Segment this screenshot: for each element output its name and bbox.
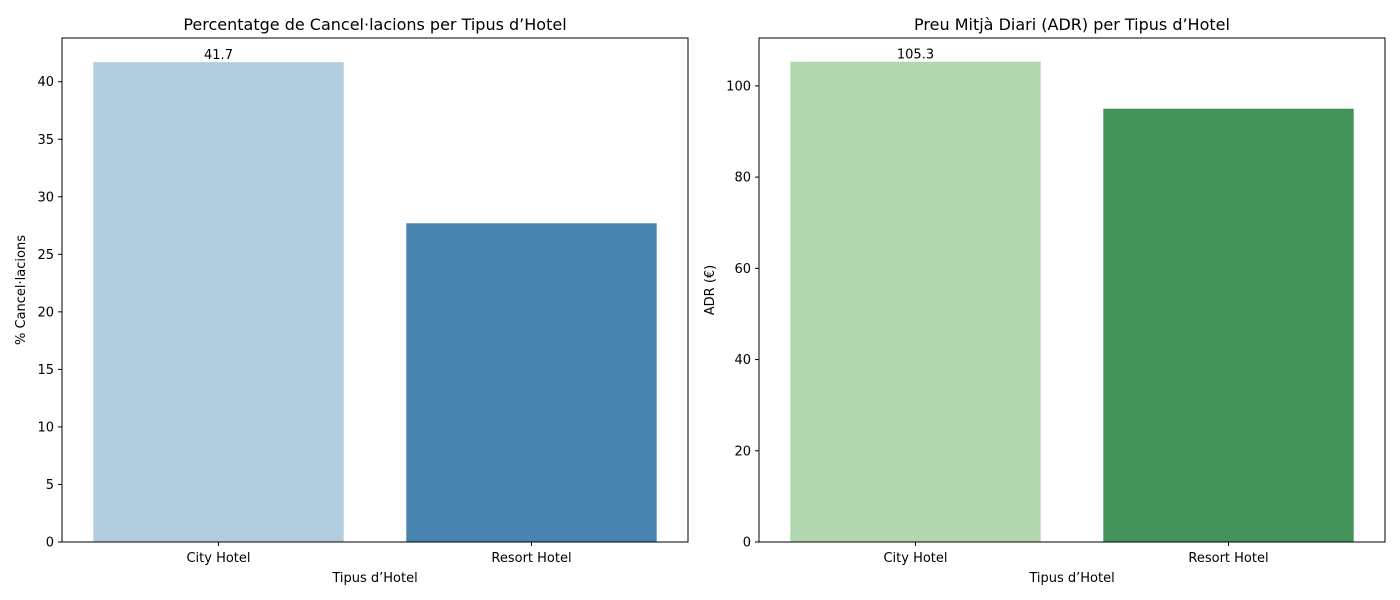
y-tick-label: 20	[734, 444, 751, 459]
data-label: 105.3	[897, 48, 934, 63]
y-tick-label: 100	[726, 79, 751, 94]
y-tick-label: 35	[37, 133, 54, 148]
bar	[93, 62, 344, 543]
y-tick-label: 25	[37, 248, 54, 263]
bar	[1103, 108, 1354, 542]
x-axis-label: Tipus d’Hotel	[331, 571, 417, 586]
y-tick-label: 0	[743, 536, 751, 551]
chart-panel-adr: Preu Mitjà Diari (ADR) per Tipus d’Hotel…	[703, 15, 1386, 586]
y-tick-label: 60	[734, 262, 751, 277]
chart-title: Percentatge de Cancel·lacions per Tipus …	[183, 15, 566, 34]
x-tick-label: Resort Hotel	[1188, 551, 1268, 566]
y-tick-label: 20	[37, 305, 54, 320]
y-tick-label: 5	[46, 478, 54, 493]
y-tick-label: 80	[734, 171, 751, 186]
plot-area: 41.7 City Hotel Resort Hotel 0 5 10 15 20 25 30 35…	[37, 37, 689, 566]
data-label: 41.7	[204, 48, 233, 63]
chart-panel-cancellations: Percentatge de Cancel·lacions per Tipus …	[14, 15, 689, 586]
y-tick-label: 0	[46, 536, 54, 551]
x-tick-label: Resort Hotel	[491, 551, 571, 566]
axes-frame	[61, 37, 689, 543]
bar	[790, 61, 1041, 542]
plot-area: 105.3 City Hotel Resort Hotel 0 20 40 60 80 100	[726, 37, 1386, 566]
x-axis-label: Tipus d’Hotel	[1028, 571, 1114, 586]
axes-frame	[758, 37, 1386, 543]
x-tick-label: City Hotel	[186, 551, 250, 566]
y-tick-label: 40	[37, 75, 54, 90]
y-axis-label: % Cancel·lacions	[14, 235, 29, 345]
y-tick-label: 30	[37, 190, 54, 205]
y-tick-label: 10	[37, 420, 54, 435]
chart-title: Preu Mitjà Diari (ADR) per Tipus d’Hotel	[914, 15, 1230, 34]
y-tick-label: 40	[734, 353, 751, 368]
y-axis-label: ADR (€)	[703, 265, 718, 315]
x-tick-label: City Hotel	[883, 551, 947, 566]
y-tick-label: 15	[37, 363, 54, 378]
bar	[406, 223, 657, 543]
